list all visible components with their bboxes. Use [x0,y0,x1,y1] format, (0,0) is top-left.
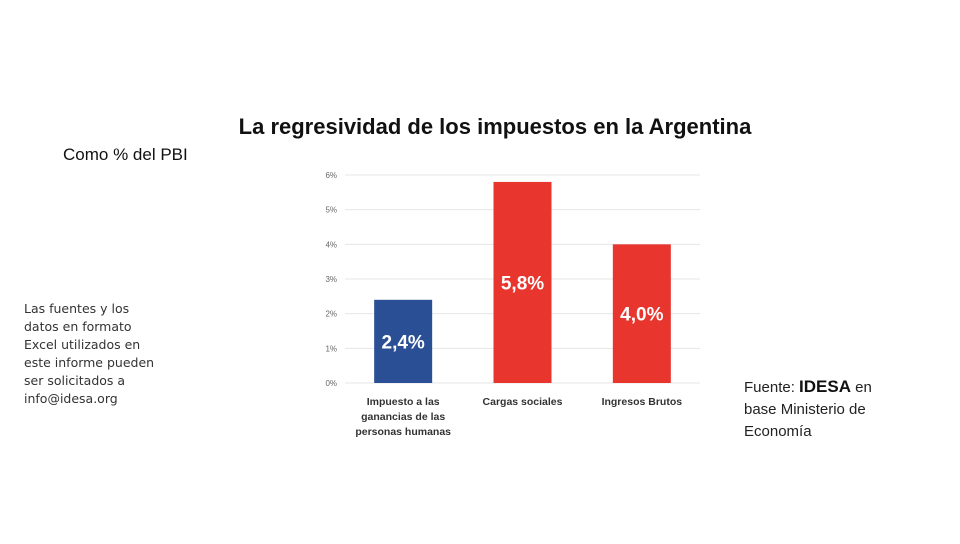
data-label: 4,0% [620,305,663,326]
note-line: Excel utilizados en [24,337,141,352]
note-line: ser solicitados a [24,373,126,388]
x-category-label: Cargas sociales [483,396,563,408]
data-availability-note: Las fuentes y los datos en formato Excel… [24,300,194,408]
note-line: Las fuentes y los [24,301,130,316]
y-tick-label: 2% [325,310,337,319]
source-note: Fuente: IDESA en base Ministerio de Econ… [744,376,872,443]
source-line: base Ministerio de [744,401,866,418]
y-tick-label: 4% [325,240,337,249]
note-email: info@idesa.org [24,391,118,406]
bar [374,299,433,383]
x-category-label: Impuesto a las [367,396,440,408]
x-category-label: personas humanas [355,426,451,438]
source-line: Economía [744,423,812,440]
data-label: 5,8% [501,273,544,294]
source-brand: IDESA [799,377,852,396]
chart-title: La regresividad de los impuestos en la A… [238,114,752,139]
data-label: 2,4% [382,332,425,353]
y-tick-label: 3% [325,275,337,284]
chart-subtitle: Como % del PBI [63,145,188,164]
y-tick-label: 6% [325,171,337,180]
note-line: este informe pueden [24,355,155,370]
source-suffix: en [851,379,872,396]
bar [493,181,552,383]
x-category-label: ganancias de las [361,411,445,423]
note-line: datos en formato [24,319,132,334]
source-prefix: Fuente: [744,379,800,396]
y-tick-label: 0% [325,379,337,388]
x-category-label: Ingresos Brutos [602,396,683,408]
y-tick-label: 1% [325,344,337,353]
y-tick-label: 5% [325,206,337,215]
bar [612,244,671,383]
